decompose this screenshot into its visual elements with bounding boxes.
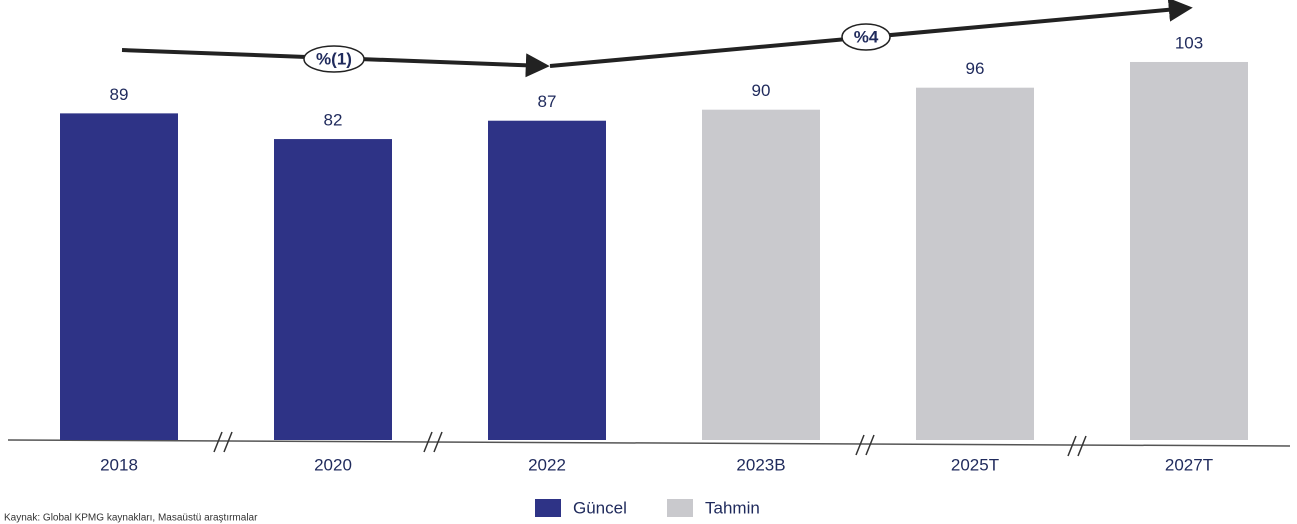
legend-label: Tahmin xyxy=(705,498,760,517)
data-label: 89 xyxy=(110,85,129,104)
bar xyxy=(60,113,178,441)
bar xyxy=(702,109,820,440)
source-note: Kaynak: Global KPMG kaynakları, Masaüstü… xyxy=(4,513,258,524)
x-tick-label: 2020 xyxy=(314,455,352,474)
legend-swatch xyxy=(535,499,561,517)
annotation: %4 xyxy=(854,27,879,46)
legend-label: Güncel xyxy=(573,498,627,517)
bar xyxy=(274,139,392,440)
data-label: 87 xyxy=(538,92,557,111)
annotation-oval xyxy=(841,23,891,51)
data-label: 96 xyxy=(966,59,985,78)
data-label: 90 xyxy=(752,81,771,100)
baseline xyxy=(7,439,1291,447)
annotation: %(1) xyxy=(316,49,352,68)
data-label: 103 xyxy=(1175,33,1203,52)
axis-breaks xyxy=(213,431,1087,457)
x-tick-label: 2018 xyxy=(100,455,138,474)
x-tick-label: 2025T xyxy=(951,455,999,474)
bar xyxy=(1130,61,1248,441)
bar xyxy=(916,87,1034,441)
x-tick-label: 2022 xyxy=(528,455,566,474)
x-tick-label: 2027T xyxy=(1165,455,1213,474)
bar xyxy=(488,120,606,441)
data-label: 82 xyxy=(324,111,343,130)
legend-swatch xyxy=(667,499,693,517)
x-tick-label: 2023B xyxy=(736,455,785,474)
annotation-oval xyxy=(303,45,365,73)
